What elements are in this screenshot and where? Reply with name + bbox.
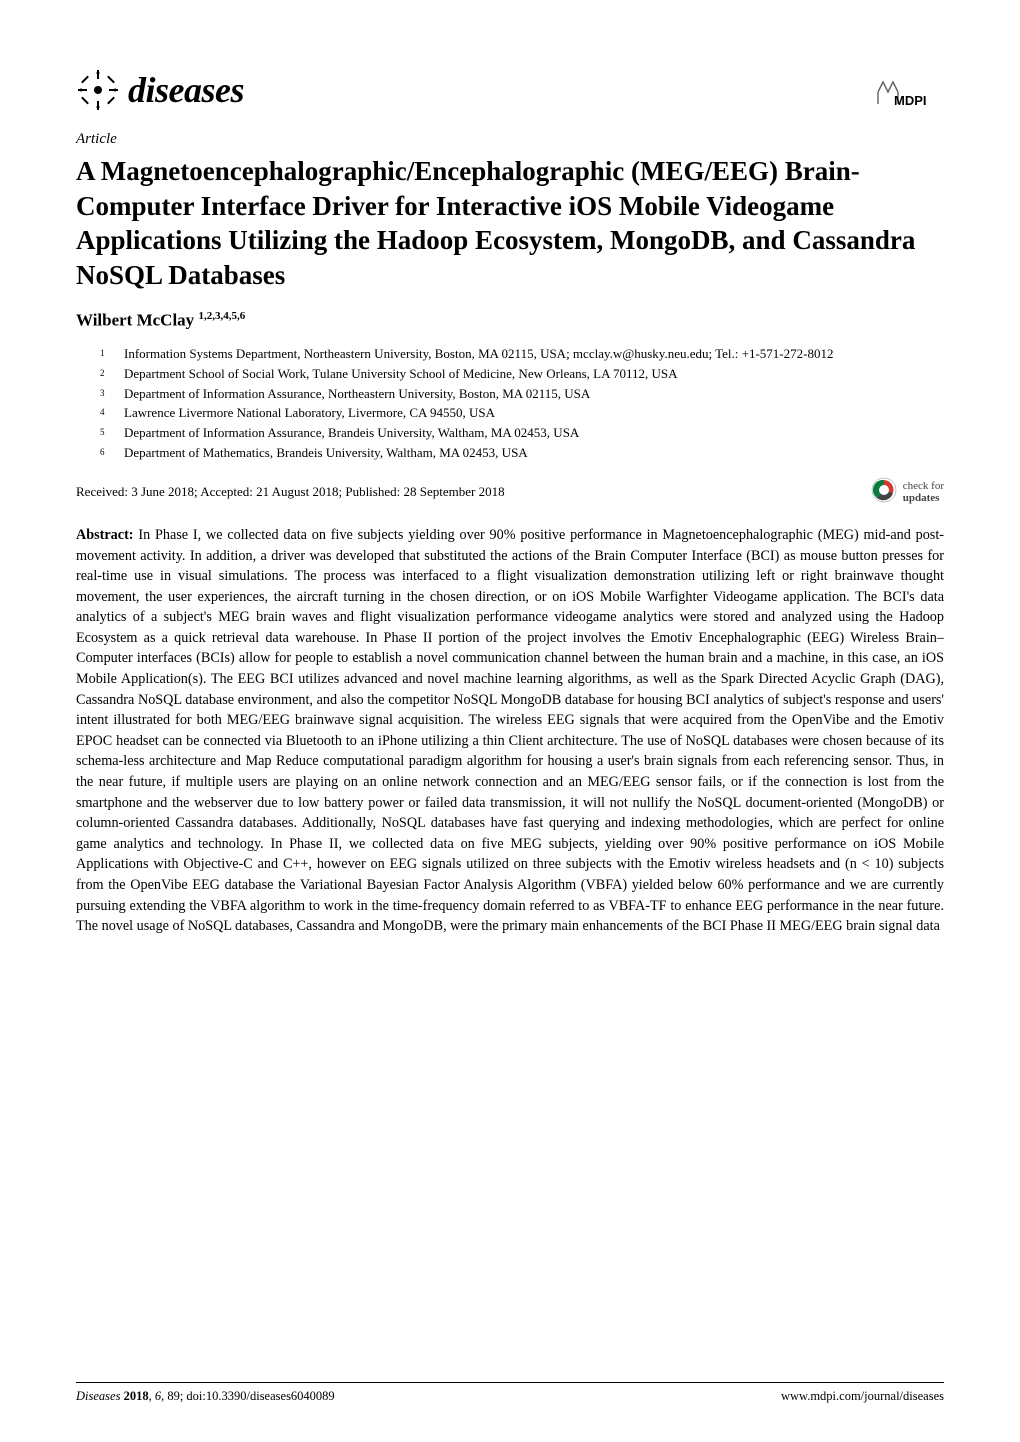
- affiliation-num: 4: [100, 404, 124, 423]
- affiliation-text: Department School of Social Work, Tulane…: [124, 365, 944, 384]
- affiliation-text: Department of Information Assurance, Nor…: [124, 385, 944, 404]
- updates-icon: [871, 477, 897, 507]
- journal-logo-icon: [76, 68, 120, 112]
- affiliation-row: 5 Department of Information Assurance, B…: [100, 424, 944, 443]
- affiliation-row: 1 Information Systems Department, Northe…: [100, 345, 944, 364]
- affiliation-row: 6 Department of Mathematics, Brandeis Un…: [100, 444, 944, 463]
- journal-name: diseases: [128, 69, 244, 111]
- affiliation-row: 3 Department of Information Assurance, N…: [100, 385, 944, 404]
- updates-text: check for updates: [903, 480, 944, 504]
- affiliation-num: 6: [100, 444, 124, 463]
- affiliation-num: 5: [100, 424, 124, 443]
- affiliation-text: Department of Information Assurance, Bra…: [124, 424, 944, 443]
- dates-text: Received: 3 June 2018; Accepted: 21 Augu…: [76, 484, 505, 500]
- footer-journal-link[interactable]: www.mdpi.com/journal/diseases: [781, 1389, 944, 1404]
- affiliation-row: 2 Department School of Social Work, Tula…: [100, 365, 944, 384]
- page-footer: Diseases 2018, 6, 89; doi:10.3390/diseas…: [76, 1382, 944, 1404]
- author-name: Wilbert McClay: [76, 311, 194, 330]
- dates-row: Received: 3 June 2018; Accepted: 21 Augu…: [76, 477, 944, 507]
- abstract-body: In Phase I, we collected data on five su…: [76, 527, 944, 934]
- affiliation-text: Information Systems Department, Northeas…: [124, 345, 944, 364]
- affiliation-text: Department of Mathematics, Brandeis Univ…: [124, 444, 944, 463]
- affiliation-num: 1: [100, 345, 124, 364]
- affiliation-row: 4 Lawrence Livermore National Laboratory…: [100, 404, 944, 423]
- author-line: Wilbert McClay 1,2,3,4,5,6: [76, 310, 944, 331]
- journal-brand: diseases: [76, 68, 244, 112]
- footer-citation: Diseases 2018, 6, 89; doi:10.3390/diseas…: [76, 1389, 335, 1404]
- check-updates-badge[interactable]: check for updates: [871, 477, 944, 507]
- header-row: diseases MDPI: [76, 68, 944, 113]
- publisher-logo-icon: MDPI: [876, 72, 944, 113]
- affiliation-text: Lawrence Livermore National Laboratory, …: [124, 404, 944, 423]
- publisher-name: MDPI: [894, 93, 927, 108]
- article-title: A Magnetoencephalographic/Encephalograph…: [76, 154, 944, 292]
- affiliation-num: 2: [100, 365, 124, 384]
- abstract-label: Abstract:: [76, 527, 134, 543]
- article-type-label: Article: [76, 131, 944, 148]
- abstract-block: Abstract: In Phase I, we collected data …: [76, 525, 944, 937]
- affiliations-list: 1 Information Systems Department, Northe…: [100, 345, 944, 463]
- author-sup: 1,2,3,4,5,6: [198, 310, 245, 322]
- affiliation-num: 3: [100, 385, 124, 404]
